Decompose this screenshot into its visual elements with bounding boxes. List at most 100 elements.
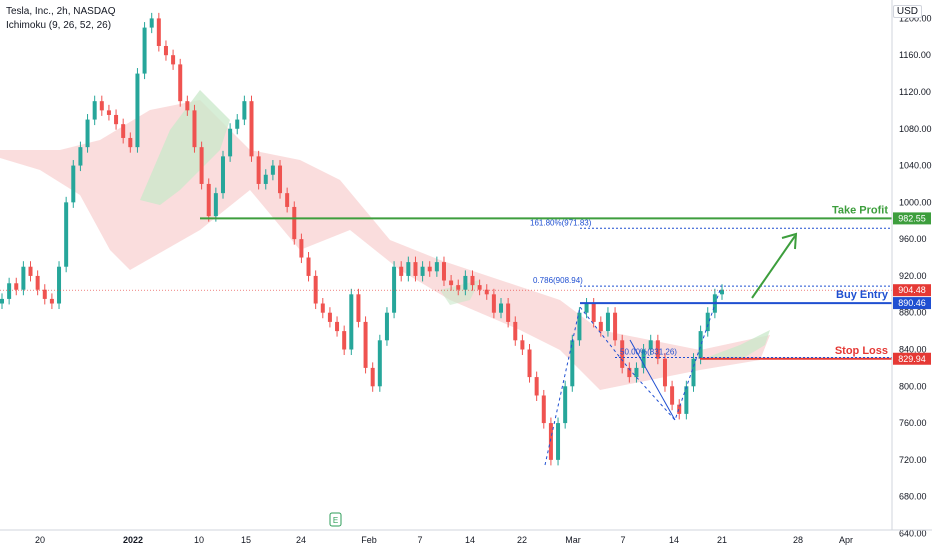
candle-body: [384, 312, 389, 341]
candle-body: [548, 423, 553, 460]
level-price-tag: [893, 212, 931, 225]
candle-body: [613, 312, 618, 341]
candle-body: [206, 183, 211, 217]
candle-body: [427, 266, 432, 272]
y-tick-label: 1000.00: [899, 197, 932, 207]
candle-body: [470, 275, 475, 286]
x-tick-label: Feb: [361, 535, 377, 545]
candle-body: [85, 119, 90, 148]
candle-body: [7, 283, 12, 299]
candle-body: [363, 321, 368, 368]
candle-body: [21, 266, 26, 290]
candle-body: [627, 367, 632, 378]
y-tick-label: 960.00: [899, 234, 927, 244]
candle-body: [71, 165, 76, 203]
candle-body: [292, 206, 297, 240]
candle-body: [456, 285, 461, 290]
candle-body: [499, 303, 504, 313]
level-price-tag: [893, 352, 931, 365]
candle-body: [78, 147, 83, 166]
x-tick-label: 14: [465, 535, 475, 545]
candle-body: [285, 193, 290, 207]
candle-body: [92, 101, 97, 120]
ichimoku-cloud: [0, 90, 770, 390]
candle-body: [413, 262, 418, 276]
candle-body: [584, 303, 589, 313]
x-tick-label: 28: [793, 535, 803, 545]
candle-body: [327, 312, 332, 322]
candle-body: [598, 321, 603, 332]
candle-body: [477, 285, 482, 290]
candle-body: [42, 289, 47, 299]
candle-body: [335, 321, 340, 332]
candle-body: [156, 18, 161, 46]
fib-label: 161.80%(971.83): [530, 218, 592, 227]
x-tick-label: 20: [35, 535, 45, 545]
candle-body: [192, 110, 197, 148]
candle-body: [178, 64, 183, 102]
candle-body: [249, 101, 254, 157]
candle-body: [270, 165, 275, 175]
cloud-bearish-area: [0, 100, 770, 390]
candle-body: [570, 340, 575, 387]
y-tick-label: 760.00: [899, 418, 927, 428]
candle-body: [655, 340, 660, 359]
candle-body: [235, 119, 240, 129]
candle-body: [64, 202, 69, 267]
drawings: 161.80%(971.83) 0.786(908.94) 50.00%(831.2…: [530, 218, 892, 466]
candle-body: [199, 147, 204, 184]
candle-body: [648, 340, 653, 350]
candle-body: [691, 358, 696, 387]
earnings-e-icon: E: [333, 516, 338, 525]
y-tick-label: 880.00: [899, 308, 927, 318]
candle-body: [399, 266, 404, 276]
x-tick-label: 15: [241, 535, 251, 545]
currency-button[interactable]: USD: [892, 5, 922, 18]
trade-levels: Take Profit 982.55 Buy Entry 890.46 Stop Los…: [0, 204, 931, 365]
level-price-tag: [893, 297, 931, 310]
candle-body: [563, 386, 568, 424]
candle-body: [670, 386, 675, 405]
projection-arrow-line: [751, 235, 796, 299]
candlesticks: [0, 12, 724, 466]
candle-body: [527, 349, 532, 378]
candle-body: [28, 266, 33, 276]
candle-body: [228, 128, 233, 157]
level-price-text: 890.46: [898, 298, 926, 308]
candle-body: [149, 18, 154, 28]
y-tick-label: 1040.00: [899, 161, 932, 171]
candle-body: [506, 303, 511, 322]
candle-body: [320, 303, 325, 313]
candle-body: [520, 340, 525, 350]
candle-body: [163, 45, 168, 56]
x-tick-label: 14: [669, 535, 679, 545]
level-name: Buy Entry: [836, 289, 889, 301]
y-tick-label: 1200.00: [899, 13, 932, 23]
candle-body: [256, 156, 261, 184]
candle-body: [278, 165, 283, 194]
candle-body: [356, 294, 361, 322]
x-tick-label: 22: [517, 535, 527, 545]
candle-body: [299, 239, 304, 258]
y-tick-label: 1080.00: [899, 124, 932, 134]
last-price-text: 904.48: [898, 285, 926, 295]
indicator-label: Ichimoku (9, 26, 52, 26): [6, 20, 112, 31]
candle-body: [420, 266, 425, 276]
candle-body: [605, 312, 610, 332]
y-tick-label: 920.00: [899, 271, 927, 281]
x-tick-label: 21: [717, 535, 727, 545]
candle-body: [0, 298, 4, 304]
candle-body: [406, 262, 411, 276]
time-axis: 20 2022 10 15 24 Feb 7 14 22 Mar 7 14 21 28 Apr E: [0, 512, 932, 545]
earnings-marker: [329, 512, 342, 527]
candle-body: [463, 275, 468, 290]
candle-body: [377, 340, 382, 387]
candle-body: [441, 262, 446, 281]
pattern-dashed-path: [544, 289, 721, 466]
candle-body: [128, 137, 133, 148]
y-tick-label: 800.00: [899, 381, 927, 391]
cloud-bullish-area-3: [440, 280, 480, 305]
candle-body: [35, 275, 40, 290]
x-tick-label: 7: [620, 535, 625, 545]
